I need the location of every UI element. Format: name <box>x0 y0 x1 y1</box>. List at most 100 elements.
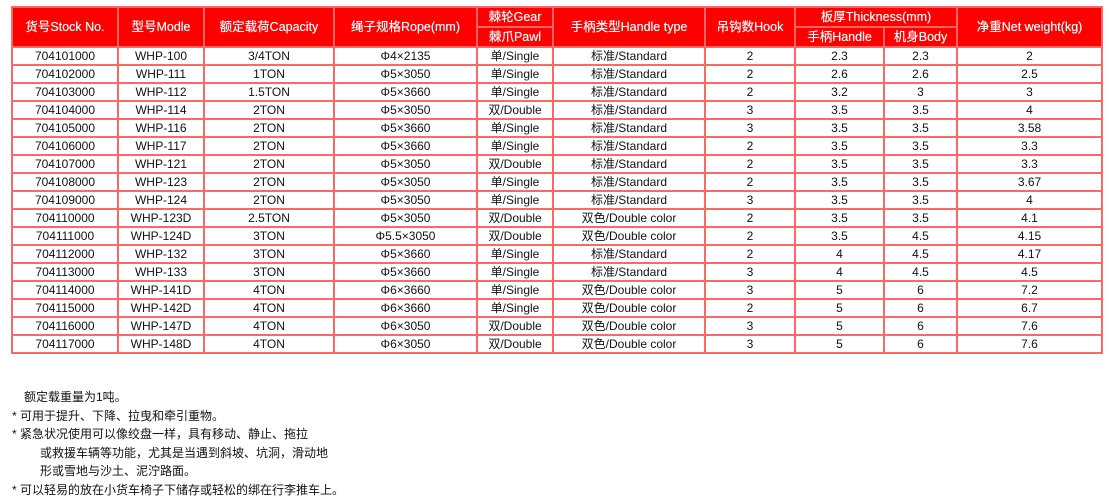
cell-gear: 单/Single <box>476 244 554 264</box>
cell-stock-no: 704117000 <box>11 334 119 354</box>
cell-rope: Φ6×3050 <box>333 316 478 336</box>
cell-gear: 单/Single <box>476 64 554 84</box>
cell-gear: 单/Single <box>476 46 554 66</box>
cell-gear: 单/Single <box>476 172 554 192</box>
cell-model: WHP-148D <box>117 334 205 354</box>
cell-net-weight: 4.1 <box>956 208 1104 228</box>
cell-handle-type: 双色/Double color <box>552 316 706 336</box>
cell-thickness-handle: 3.5 <box>794 172 885 192</box>
cell-thickness-body: 3.5 <box>882 100 959 120</box>
cell-capacity: 4TON <box>203 280 335 300</box>
cell-gear: 单/Single <box>476 280 554 300</box>
table-row: 704104000 WHP-114 2TON Φ5×3050 双/Double 标准/St… <box>11 100 1104 120</box>
cell-capacity: 4TON <box>203 298 335 318</box>
cell-hook: 2 <box>704 244 796 264</box>
cell-rope: Φ5×3660 <box>333 82 478 102</box>
cell-net-weight: 3.3 <box>956 136 1104 156</box>
cell-thickness-body: 3.5 <box>882 208 959 228</box>
table-row: 704115000 WHP-142D 4TON Φ6×3660 单/Single 双色/D… <box>11 298 1104 318</box>
header-handle-type: 手柄类型Handle type <box>552 6 706 48</box>
cell-rope: Φ5×3660 <box>333 136 478 156</box>
cell-thickness-handle: 5 <box>794 316 885 336</box>
header-hook: 吊钩数Hook <box>704 6 796 48</box>
header-thickness-handle: 手柄Handle <box>794 26 885 48</box>
cell-handle-type: 标准/Standard <box>552 190 706 210</box>
cell-handle-type: 标准/Standard <box>552 118 706 138</box>
note-line: * 紧急状况使用可以像绞盘一样，具有移动、静止、拖拉 <box>12 427 309 441</box>
cell-stock-no: 704113000 <box>11 262 119 282</box>
cell-model: WHP-133 <box>117 262 205 282</box>
cell-capacity: 3TON <box>203 226 335 246</box>
table-row: 704110000 WHP-123D 2.5TON Φ5×3050 双/Double 双色… <box>11 208 1104 228</box>
cell-model: WHP-124D <box>117 226 205 246</box>
cell-hook: 2 <box>704 172 796 192</box>
cell-hook: 2 <box>704 136 796 156</box>
cell-stock-no: 704108000 <box>11 172 119 192</box>
cell-gear: 单/Single <box>476 136 554 156</box>
cell-thickness-body: 3.5 <box>882 118 959 138</box>
cell-model: WHP-142D <box>117 298 205 318</box>
cell-rope: Φ5×3050 <box>333 208 478 228</box>
cell-thickness-handle: 4 <box>794 244 885 264</box>
table-row: 704109000 WHP-124 2TON Φ5×3050 单/Single 标准/St… <box>11 190 1104 210</box>
cell-gear: 单/Single <box>476 190 554 210</box>
cell-net-weight: 3 <box>956 82 1104 102</box>
cell-handle-type: 双色/Double color <box>552 334 706 354</box>
table-row: 704101000 WHP-100 3/4TON Φ4×2135 单/Single 标准/… <box>11 46 1104 66</box>
cell-gear: 双/Double <box>476 154 554 174</box>
cell-model: WHP-111 <box>117 64 205 84</box>
cell-thickness-body: 6 <box>882 298 959 318</box>
cell-net-weight: 3.3 <box>956 154 1104 174</box>
cell-rope: Φ5×3050 <box>333 154 478 174</box>
cell-rope: Φ6×3050 <box>333 334 478 354</box>
cell-handle-type: 标准/Standard <box>552 154 706 174</box>
table-row: 704111000 WHP-124D 3TON Φ5.5×3050 双/Double 双色… <box>11 226 1104 246</box>
cell-net-weight: 4 <box>956 190 1104 210</box>
cell-net-weight: 6.7 <box>956 298 1104 318</box>
cell-model: WHP-114 <box>117 100 205 120</box>
cell-model: WHP-116 <box>117 118 205 138</box>
cell-thickness-handle: 3.2 <box>794 82 885 102</box>
cell-net-weight: 4.17 <box>956 244 1104 264</box>
cell-model: WHP-147D <box>117 316 205 336</box>
cell-thickness-body: 6 <box>882 316 959 336</box>
cell-hook: 3 <box>704 100 796 120</box>
cell-capacity: 2TON <box>203 190 335 210</box>
table-row: 704103000 WHP-112 1.5TON Φ5×3660 单/Single 标准/… <box>11 82 1104 102</box>
cell-rope: Φ5×3050 <box>333 190 478 210</box>
cell-model: WHP-132 <box>117 244 205 264</box>
cell-model: WHP-123 <box>117 172 205 192</box>
cell-stock-no: 704116000 <box>11 316 119 336</box>
cell-model: WHP-124 <box>117 190 205 210</box>
cell-stock-no: 704115000 <box>11 298 119 318</box>
cell-handle-type: 双色/Double color <box>552 226 706 246</box>
table-row: 704114000 WHP-141D 4TON Φ6×3660 单/Single 双色/D… <box>11 280 1104 300</box>
cell-rope: Φ5×3050 <box>333 64 478 84</box>
note-line: * 可用于提升、下降、拉曳和牵引重物。 <box>12 408 225 423</box>
cell-rope: Φ5×3050 <box>333 100 478 120</box>
cell-thickness-handle: 3.5 <box>794 118 885 138</box>
header-rope: 绳子规格Rope(mm) <box>333 6 478 48</box>
cell-rope: Φ6×3660 <box>333 280 478 300</box>
cell-hook: 2 <box>704 64 796 84</box>
cell-gear: 单/Single <box>476 82 554 102</box>
cell-net-weight: 7.2 <box>956 280 1104 300</box>
cell-thickness-handle: 3.5 <box>794 226 885 246</box>
header-stock-no: 货号Stock No. <box>11 6 119 48</box>
cell-stock-no: 704111000 <box>11 226 119 246</box>
cell-handle-type: 双色/Double color <box>552 208 706 228</box>
cell-handle-type: 标准/Standard <box>552 46 706 66</box>
cell-thickness-body: 2.6 <box>882 64 959 84</box>
cell-stock-no: 704102000 <box>11 64 119 84</box>
header-net-weight: 净重Net weight(kg) <box>956 6 1104 48</box>
cell-hook: 3 <box>704 190 796 210</box>
cell-rope: Φ6×3660 <box>333 298 478 318</box>
table-row: 704116000 WHP-147D 4TON Φ6×3050 双/Double 双色/D… <box>11 316 1104 336</box>
header-thickness-body: 机身Body <box>882 26 959 48</box>
cell-thickness-body: 3.5 <box>882 154 959 174</box>
cell-thickness-handle: 3.5 <box>794 208 885 228</box>
table-row: 704106000 WHP-117 2TON Φ5×3660 单/Single 标准/St… <box>11 136 1104 156</box>
table-row: 704105000 WHP-116 2TON Φ5×3660 单/Single 标准/St… <box>11 118 1104 138</box>
cell-thickness-body: 4.5 <box>882 244 959 264</box>
cell-stock-no: 704107000 <box>11 154 119 174</box>
